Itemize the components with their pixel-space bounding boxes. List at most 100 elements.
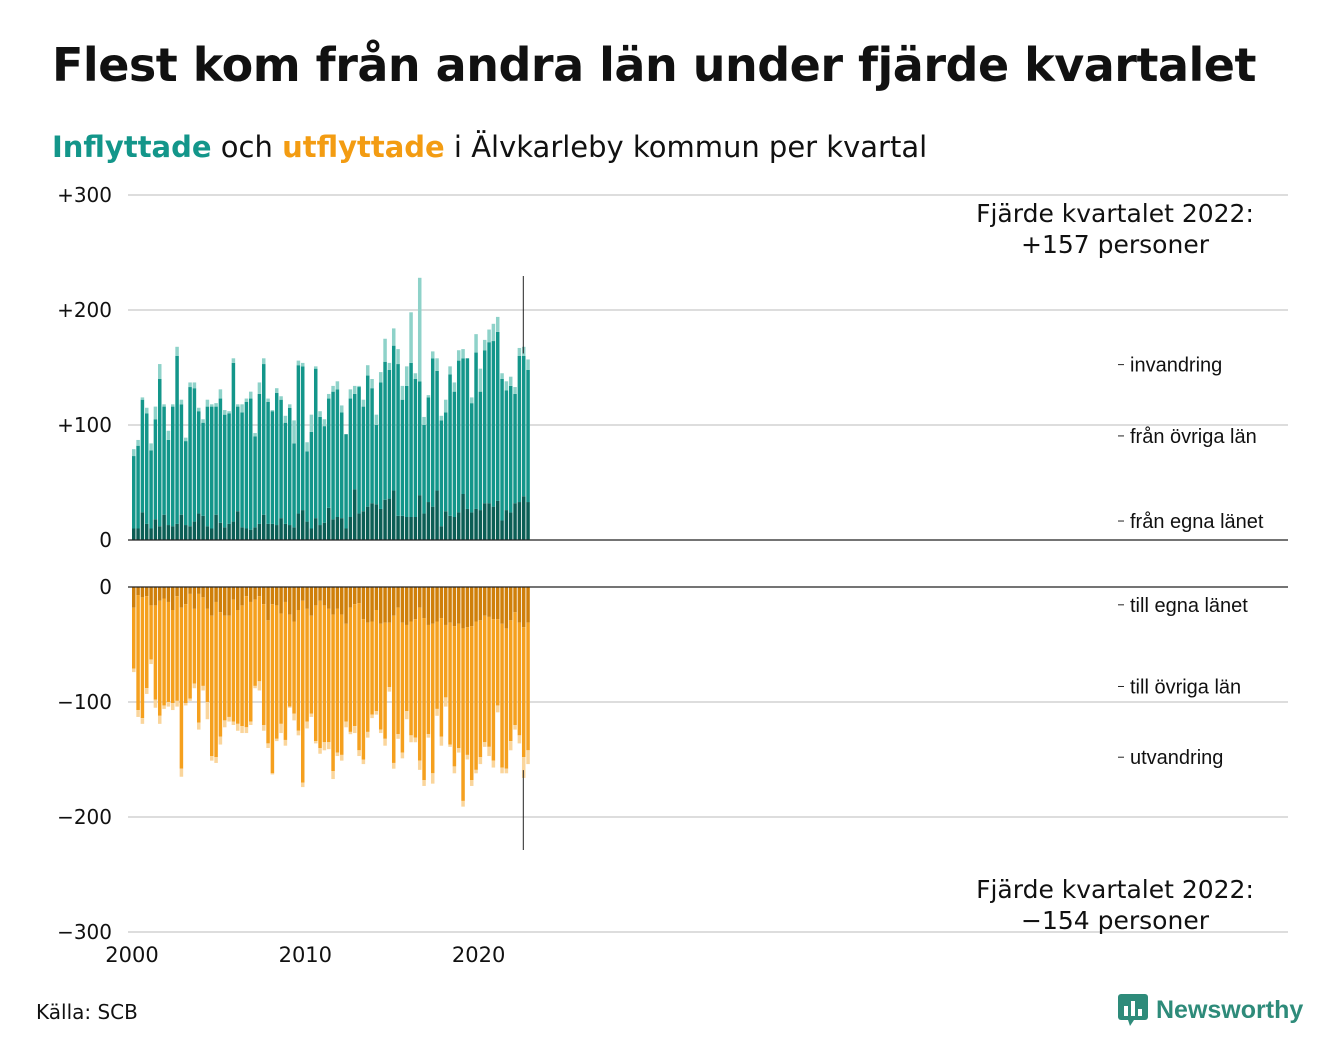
bar-in-own-county	[396, 515, 400, 540]
source-note: Källa: SCB	[36, 1000, 138, 1024]
bar-in-other-counties	[257, 393, 262, 524]
bar-out-other-counties	[443, 624, 448, 698]
bar-in-own-county	[326, 507, 331, 540]
bar-out-emigration	[469, 780, 474, 786]
bar-out-emigration	[404, 711, 409, 720]
bar-out-emigration	[231, 721, 236, 725]
bar-out-emigration	[188, 698, 192, 701]
bar-out-emigration	[474, 769, 478, 774]
y-tick-label-upper: +100	[57, 413, 112, 437]
bar-out-own-county	[140, 587, 145, 598]
bar-out-own-county	[326, 587, 331, 609]
bar-in-own-county	[270, 523, 275, 540]
bar-in-own-county	[461, 494, 465, 540]
bar-in-other-counties	[404, 385, 409, 517]
bar-out-other-counties	[318, 600, 322, 748]
bar-in-other-counties	[435, 370, 439, 491]
bar-in-immigration	[214, 403, 218, 407]
bar-out-own-county	[482, 587, 487, 616]
bar-in-immigration	[456, 350, 461, 361]
bar-in-other-counties	[300, 366, 305, 511]
bar-in-other-counties	[474, 352, 478, 509]
bar-out-other-counties	[417, 607, 422, 761]
bar-in-other-counties	[495, 331, 500, 501]
bar-out-other-counties	[170, 610, 175, 704]
bar-out-other-counties	[279, 613, 283, 724]
bar-out-emigration	[296, 730, 301, 736]
bar-out-other-counties	[201, 597, 205, 686]
bar-in-other-counties	[491, 341, 496, 507]
bar-out-emigration	[495, 705, 500, 713]
bar-out-other-counties	[292, 621, 296, 714]
subtitle-rest: i Älvkarleby kommun per kvartal	[444, 130, 928, 164]
bar-in-own-county	[469, 512, 474, 540]
x-tick-label: 2000	[105, 943, 158, 967]
bar-out-own-county	[188, 587, 192, 594]
bar-in-own-county	[153, 519, 158, 540]
bar-in-immigration	[500, 373, 504, 379]
bar-out-emigration	[409, 735, 413, 743]
bar-out-other-counties	[474, 621, 478, 770]
bar-in-own-county	[404, 517, 409, 540]
bar-out-own-county	[175, 587, 179, 597]
bar-in-immigration	[452, 382, 457, 392]
bar-out-own-county	[292, 587, 296, 622]
bar-in-own-county	[192, 521, 197, 540]
bar-in-own-county	[422, 513, 426, 540]
bar-out-own-county	[352, 587, 357, 605]
bar-out-own-county	[422, 587, 426, 619]
bar-in-immigration	[170, 404, 175, 407]
bar-out-own-county	[517, 587, 522, 623]
bar-in-own-county	[157, 526, 162, 540]
bar-out-other-counties	[214, 601, 218, 758]
bar-out-other-counties	[144, 596, 149, 689]
bar-in-other-counties	[144, 413, 149, 524]
bar-out-emigration	[270, 773, 275, 775]
bar-in-immigration	[270, 410, 275, 412]
bar-out-emigration	[318, 748, 322, 754]
bar-in-other-counties	[456, 360, 461, 513]
bar-in-other-counties	[309, 431, 314, 529]
bar-in-immigration	[149, 443, 153, 451]
bar-in-other-counties	[248, 398, 253, 530]
layer-label-lower: till övriga län	[1130, 676, 1241, 698]
bar-in-other-counties	[205, 406, 210, 527]
bar-in-own-county	[292, 527, 296, 540]
bar-out-own-county	[378, 587, 383, 624]
bar-in-immigration	[482, 339, 487, 351]
bar-in-immigration	[370, 379, 374, 389]
bar-in-other-counties	[409, 362, 413, 517]
bar-in-other-counties	[322, 426, 327, 523]
bar-in-other-counties	[521, 356, 526, 497]
bar-out-emigration	[235, 723, 240, 731]
bar-out-emigration	[443, 697, 448, 707]
y-tick-label-upper: +300	[57, 183, 112, 207]
bar-out-emigration	[491, 760, 496, 768]
bar-in-own-county	[240, 527, 244, 540]
bar-in-immigration	[162, 404, 166, 407]
bar-in-own-county	[266, 523, 270, 540]
bar-in-immigration	[526, 359, 530, 370]
bar-in-own-county	[170, 526, 175, 540]
brand-name: Newsworthy	[1156, 995, 1304, 1024]
bar-out-own-county	[361, 587, 366, 620]
bar-out-own-county	[374, 587, 379, 610]
bar-out-own-county	[283, 587, 288, 602]
bar-out-own-county	[370, 587, 374, 622]
bar-in-other-counties	[132, 456, 136, 529]
bar-in-other-counties	[426, 397, 431, 503]
bar-in-immigration	[300, 362, 305, 367]
bar-in-immigration	[140, 397, 145, 400]
bar-out-other-counties	[378, 623, 383, 730]
bar-in-other-counties	[209, 406, 214, 529]
bar-out-emigration	[378, 729, 383, 734]
bar-out-own-county	[465, 587, 470, 628]
bar-in-immigration	[513, 387, 517, 394]
bar-in-own-county	[283, 523, 288, 540]
bar-out-own-county	[300, 587, 305, 601]
bar-out-own-county	[396, 587, 400, 608]
bar-out-emigration	[361, 759, 366, 765]
subtitle-utflyttade: utflyttade	[282, 130, 445, 164]
bar-out-own-county	[387, 587, 392, 623]
